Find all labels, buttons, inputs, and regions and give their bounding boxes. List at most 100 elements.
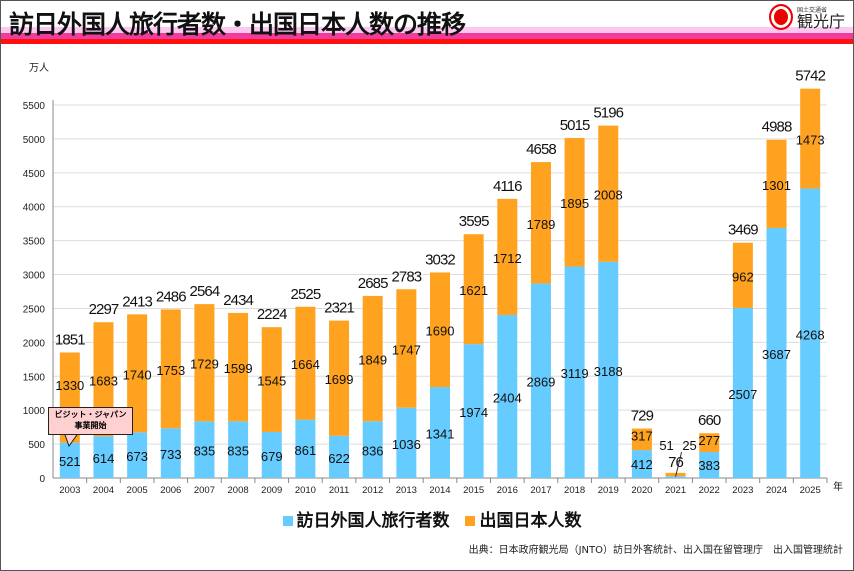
y-tick-label: 2000	[23, 338, 46, 349]
x-tick-label: 2005	[127, 485, 148, 496]
bar-outbound	[228, 312, 249, 422]
bar-inbound	[463, 344, 484, 478]
x-tick-label: 2009	[261, 485, 282, 496]
x-tick-label: 2004	[93, 485, 114, 496]
bar-inbound	[732, 307, 753, 478]
data-label-outbound: 317	[631, 429, 653, 444]
bar-inbound	[261, 431, 282, 478]
x-tick-label: 2012	[362, 485, 383, 496]
data-label-inbound: 835	[227, 444, 249, 459]
x-tick-label: 2007	[194, 485, 215, 496]
data-label-total: 5196	[593, 105, 623, 122]
source-note: 出典：日本政府観光局（JNTO）訪日外客統計、出入国在留管理庁 出入国管理統計	[468, 545, 843, 556]
y-tick-label: 1500	[23, 372, 46, 383]
y-tick-label: 4000	[23, 203, 46, 214]
callout-line2: 事業開始	[74, 421, 107, 430]
x-tick-label: 2008	[228, 485, 249, 496]
bar-outbound	[261, 327, 282, 432]
bar-inbound	[93, 436, 114, 478]
data-label-inbound: 2507	[728, 387, 757, 402]
legend-swatch-inbound	[282, 516, 293, 526]
legend-swatch-outbound	[465, 516, 476, 526]
data-label-outbound: 1712	[493, 251, 522, 266]
data-label-total: 2434	[223, 292, 253, 309]
title-band	[1, 33, 853, 39]
data-label-outbound: 962	[732, 269, 754, 284]
agency-logo: 国土交通省 観光庁	[768, 4, 845, 30]
y-tick-label: 1000	[23, 406, 46, 417]
y-tick-label: 2500	[23, 304, 46, 315]
data-label-inbound: 835	[194, 444, 216, 459]
x-tick-label: 2003	[59, 485, 80, 496]
data-label-inbound: 2404	[493, 390, 522, 405]
x-tick-label: 2025	[800, 485, 821, 496]
data-label-outbound: 1747	[392, 343, 421, 358]
data-label-outbound: 1664	[291, 357, 320, 372]
visit-japan-callout: ビジット・ジャパン 事業開始	[48, 407, 133, 435]
bar-inbound	[228, 421, 249, 478]
data-label-total: 2297	[89, 301, 119, 318]
bar-outbound	[766, 139, 787, 228]
data-label-inbound: 25	[682, 438, 696, 453]
x-tick-label: 2021	[665, 485, 686, 496]
data-label-total: 5742	[795, 68, 825, 85]
data-label-inbound: 1341	[426, 427, 455, 442]
data-label-total: 2783	[391, 268, 421, 285]
data-label-total: 2413	[122, 293, 152, 310]
data-label-inbound: 1036	[392, 437, 421, 452]
data-label-total: 4658	[526, 141, 556, 158]
title-band	[1, 27, 853, 33]
bar-outbound	[430, 272, 450, 388]
x-tick-label: 2011	[329, 485, 349, 496]
x-tick-label: 2016	[497, 485, 518, 496]
logo-ministry: 国土交通省	[796, 6, 827, 14]
data-label-inbound: 521	[59, 454, 81, 469]
y-tick-label: 5500	[23, 101, 46, 112]
data-label-inbound: 1974	[459, 405, 488, 420]
data-label-outbound: 1789	[526, 217, 555, 232]
bar-inbound	[631, 450, 652, 478]
data-label-inbound: 4268	[796, 327, 825, 342]
x-tick-label: 2023	[732, 485, 753, 496]
bar-outbound	[463, 234, 484, 345]
bar-inbound	[127, 432, 148, 478]
legend-label-inbound: 訪日外国人旅行者数	[296, 511, 450, 531]
data-label-total: 76	[668, 454, 683, 471]
bar-inbound	[497, 314, 518, 478]
data-label-outbound: 2008	[594, 188, 623, 203]
data-label-outbound: 1545	[257, 374, 286, 389]
data-label-total: 3595	[459, 213, 489, 230]
data-label-inbound: 3188	[594, 364, 623, 379]
data-label-outbound: 1599	[224, 361, 253, 376]
data-label-inbound: 733	[160, 447, 182, 462]
bar-inbound	[430, 387, 450, 478]
bar-outbound	[194, 304, 215, 422]
data-label-outbound: 1690	[426, 324, 455, 339]
data-label-outbound: 1753	[156, 363, 185, 378]
data-label-outbound: 1729	[190, 357, 219, 372]
data-label-total: 729	[631, 408, 654, 425]
legend-label-outbound: 出国日本人数	[479, 511, 582, 531]
y-axis-unit: 万人	[29, 62, 49, 74]
data-label-inbound: 412	[631, 457, 653, 472]
data-label-total: 2685	[358, 275, 388, 292]
y-tick-label: 500	[28, 440, 45, 451]
data-label-total: 4988	[762, 119, 792, 136]
y-tick-label: 5000	[23, 135, 46, 146]
bar-outbound	[295, 306, 316, 420]
bar-inbound	[295, 419, 316, 478]
bar-inbound	[194, 421, 215, 478]
bar-outbound	[329, 320, 350, 436]
x-tick-label: 2024	[766, 485, 787, 496]
bar-inbound	[362, 421, 383, 478]
data-label-total: 4116	[493, 178, 522, 195]
data-label-total: 5015	[560, 117, 590, 134]
data-label-total: 2224	[257, 306, 287, 323]
label-leader	[675, 451, 683, 477]
bar-inbound	[665, 476, 686, 478]
logo-mark-icon	[768, 4, 793, 30]
data-label-total: 2486	[156, 288, 186, 305]
bar-inbound	[329, 435, 350, 478]
x-tick-label: 2013	[396, 485, 417, 496]
